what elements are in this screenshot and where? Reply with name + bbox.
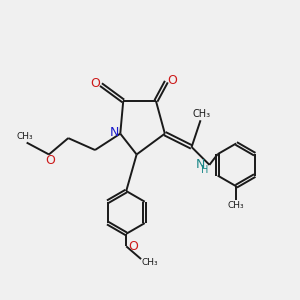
Text: O: O <box>91 76 100 90</box>
Text: N: N <box>110 126 119 139</box>
Text: CH₃: CH₃ <box>17 132 34 141</box>
Text: O: O <box>128 240 138 253</box>
Text: CH₃: CH₃ <box>228 201 244 210</box>
Text: CH₃: CH₃ <box>193 109 211 119</box>
Text: H: H <box>201 165 209 175</box>
Text: N: N <box>196 158 205 171</box>
Text: O: O <box>46 154 56 167</box>
Text: CH₃: CH₃ <box>142 258 158 267</box>
Text: O: O <box>167 74 177 87</box>
